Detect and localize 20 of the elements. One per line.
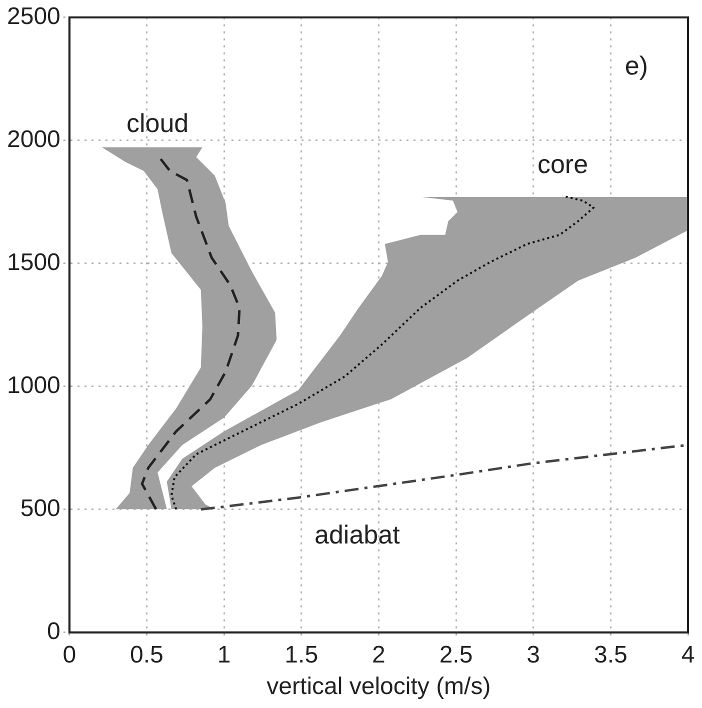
annotation: e) <box>624 50 648 81</box>
series-label: cloud <box>126 108 189 138</box>
line-series <box>170 194 595 510</box>
x-tick-label: 1 <box>217 641 231 668</box>
x-tick-label: 1.5 <box>284 641 318 668</box>
y-tick-label: 2500 <box>7 3 60 30</box>
y-tick-label: 2000 <box>7 126 60 154</box>
y-tick-label: 500 <box>20 495 60 522</box>
y-tick-label: 1000 <box>7 372 60 400</box>
x-tick-label: 0.5 <box>130 641 164 668</box>
x-tick-label: 2 <box>372 641 386 668</box>
x-tick-label: 3.5 <box>594 641 628 668</box>
x-axis-title: vertical velocity (m/s) <box>266 673 491 700</box>
y-tick-label: 1500 <box>7 249 60 276</box>
x-tick-label: 2.5 <box>439 641 473 668</box>
series-label: core <box>537 149 588 180</box>
x-tick-label: 3 <box>526 641 540 668</box>
series-label: adiabat <box>314 519 401 550</box>
x-tick-label: 4 <box>681 641 695 668</box>
y-tick-label: 0 <box>47 618 60 646</box>
